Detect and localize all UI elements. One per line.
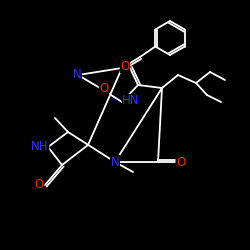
Text: N: N (110, 156, 120, 168)
Text: HN: HN (122, 94, 140, 108)
Text: O: O (100, 82, 108, 96)
Text: N: N (72, 68, 82, 82)
Text: NH: NH (31, 140, 49, 153)
Text: O: O (120, 60, 130, 72)
Text: O: O (176, 156, 186, 168)
Text: O: O (34, 178, 44, 192)
